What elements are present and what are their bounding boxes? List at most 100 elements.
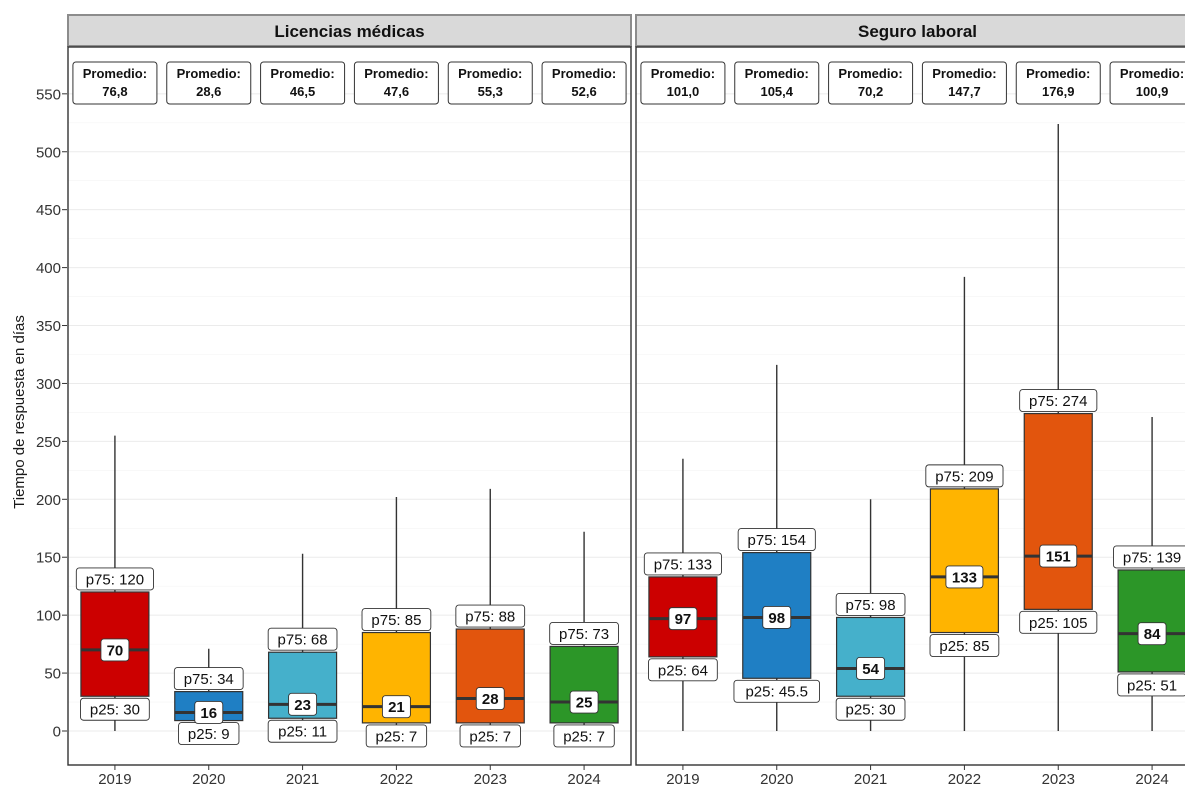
- mean-box-value: 76,8: [102, 84, 127, 99]
- p25-label-bg: [365, 724, 428, 748]
- y-tick-label: 400: [36, 260, 61, 277]
- p25-label: p25: 11: [267, 719, 338, 743]
- box-2022: p75: 209 p25: 85 133 Promedio: 147,7 2022: [921, 61, 1007, 785]
- x-tick-label: 2019: [98, 771, 131, 785]
- box-2023: p75: 88 p25: 7 28 Promedio: 55,3 2023: [447, 61, 533, 785]
- box-2023: p75: 274 p25: 105 151 Promedio: 176,9 2023: [1015, 61, 1101, 785]
- mean-box: Promedio: 55,3: [447, 61, 533, 105]
- p25-label-bg: [648, 658, 718, 682]
- median-label-text: 23: [294, 697, 311, 714]
- median-label-bg: [1039, 544, 1078, 568]
- p25-label: p25: 45.5: [733, 679, 821, 703]
- p25-label: p25: 105: [1019, 610, 1098, 634]
- y-tick-label: 250: [36, 434, 61, 451]
- median-label: 25: [569, 690, 599, 714]
- mean-box-value: 46,5: [290, 84, 315, 99]
- box-2020: p75: 34 p25: 9 16 Promedio: 28,6 2020: [166, 61, 252, 785]
- median-label: 98: [762, 606, 792, 629]
- box-body: [929, 488, 1000, 634]
- box-body: [1023, 412, 1093, 610]
- x-tick-label: 2021: [854, 771, 887, 785]
- p75-label-bg: [549, 621, 619, 645]
- box-2022: p75: 85 p25: 7 21 Promedio: 47,6 2022: [353, 61, 439, 785]
- y-tick-label: 200: [36, 492, 61, 509]
- mean-box-title: Promedio:: [838, 66, 902, 81]
- p25-label-bg: [835, 697, 906, 721]
- mean-box: Promedio: 28,6: [166, 61, 252, 105]
- p75-label-bg: [643, 552, 722, 576]
- median-label-bg: [194, 701, 224, 724]
- x-tick-label: 2024: [1135, 771, 1168, 785]
- panel-1: Licencias médicas p75: 120 p25: 30 70 Promed…: [67, 14, 632, 785]
- x-tick-label: 2021: [286, 771, 319, 785]
- mean-box-title: Promedio:: [1120, 66, 1184, 81]
- box-2021: p75: 68 p25: 11 23 Promedio: 46,5 2021: [260, 61, 346, 785]
- p25-label: p25: 30: [835, 697, 906, 721]
- mean-box-title: Promedio:: [177, 66, 241, 81]
- mean-box-bg: [640, 61, 726, 105]
- p75-label: p75: 68: [267, 627, 338, 651]
- median-label: 84: [1137, 622, 1167, 646]
- p25-label-bg: [80, 697, 150, 721]
- median-label-text: 151: [1046, 548, 1071, 565]
- mean-box: Promedio: 76,8: [72, 61, 158, 105]
- median-label-bg: [1137, 622, 1167, 646]
- p25-label-text: p25: 51: [1127, 677, 1177, 694]
- p75-label-bg: [75, 567, 154, 591]
- y-tick-label: 100: [36, 608, 61, 625]
- p75-label: p75: 73: [549, 621, 619, 645]
- y-tick-label: 450: [36, 202, 61, 219]
- p75-label-bg: [1019, 389, 1098, 413]
- mean-box-title: Promedio:: [364, 66, 428, 81]
- p75-label-text: p75: 98: [846, 597, 896, 614]
- median-label: 133: [945, 565, 984, 589]
- x-tick-label: 2020: [192, 771, 225, 785]
- p25-label-bg: [459, 724, 521, 748]
- p25-label-bg: [553, 724, 615, 748]
- p25-label-bg: [733, 679, 821, 703]
- p25-label-text: p25: 7: [469, 728, 511, 745]
- mean-box-value: 55,3: [478, 84, 503, 99]
- gridlines: [68, 93, 631, 732]
- panels: Licencias médicas p75: 120 p25: 30 70 Promed…: [67, 14, 1185, 785]
- p75-label-text: p75: 133: [654, 556, 712, 573]
- p75-label-text: p75: 85: [371, 612, 421, 629]
- x-tick-label: 2022: [380, 771, 413, 785]
- p25-label-bg: [1117, 673, 1185, 697]
- mean-box-bg: [1015, 61, 1101, 105]
- mean-box-bg: [541, 61, 627, 105]
- y-tick-label: 550: [36, 86, 61, 103]
- box-2019: p75: 133 p25: 64 97 Promedio: 101,0 2019: [640, 61, 726, 785]
- mean-box: Promedio: 101,0: [640, 61, 726, 105]
- x-tick-label: 2024: [567, 771, 600, 785]
- mean-box-bg: [1109, 61, 1185, 105]
- mean-box-value: 147,7: [948, 84, 981, 99]
- p75-label-bg: [925, 464, 1004, 488]
- panel-border: [67, 46, 632, 766]
- median-label: 151: [1039, 544, 1078, 568]
- mean-box-value: 47,6: [384, 84, 409, 99]
- mean-box-bg: [260, 61, 346, 105]
- p25-label: p25: 9: [178, 722, 240, 746]
- p25-label-text: p25: 7: [376, 728, 418, 745]
- mean-box-title: Promedio:: [552, 66, 616, 81]
- mean-box-title: Promedio:: [83, 66, 147, 81]
- panel-strip: [67, 14, 632, 47]
- box-2021: p75: 98 p25: 30 54 Promedio: 70,2 2021: [828, 61, 914, 785]
- p75-label-text: p75: 88: [465, 608, 515, 625]
- x-tick-label: 2023: [1042, 771, 1075, 785]
- median-label-text: 97: [675, 611, 692, 628]
- mean-box-title: Promedio:: [1026, 66, 1090, 81]
- p25-label: p25: 7: [365, 724, 428, 748]
- mean-box: Promedio: 176,9: [1015, 61, 1101, 105]
- mean-box-value: 28,6: [196, 84, 221, 99]
- box-body: [549, 645, 619, 724]
- y-tick-label: 150: [36, 550, 61, 567]
- p25-label-text: p25: 64: [658, 662, 708, 679]
- box-2024: p75: 139 p25: 51 84 Promedio: 100,9 2024: [1109, 61, 1185, 785]
- median-label-bg: [762, 606, 792, 629]
- mean-box-title: Promedio:: [270, 66, 334, 81]
- median-label-bg: [288, 692, 318, 716]
- median-label-text: 21: [388, 699, 405, 716]
- median-label-text: 28: [482, 691, 499, 708]
